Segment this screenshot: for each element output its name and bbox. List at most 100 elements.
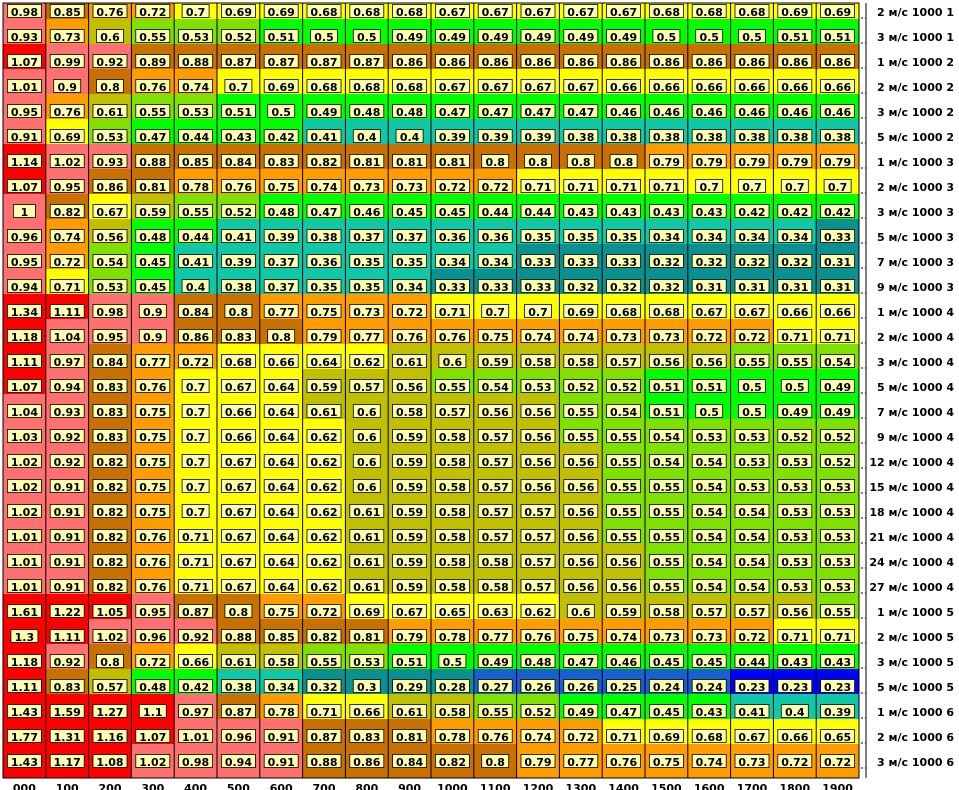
heatmap-cell-band bbox=[645, 394, 688, 403]
cell-label-box bbox=[12, 204, 36, 218]
cell-value-label: 0.61 bbox=[353, 556, 380, 569]
heatmap-cell-band bbox=[516, 269, 560, 278]
cell-value-label: 0.75 bbox=[139, 431, 166, 444]
y-tick-label: 7 м/с 1000 3 bbox=[877, 256, 954, 269]
cell-value-label: 1.77 bbox=[11, 731, 38, 744]
cell-label-box bbox=[734, 479, 770, 493]
heatmap-cell-band bbox=[45, 294, 89, 303]
cell-label-box bbox=[392, 404, 428, 418]
cell-value-label: 0.5 bbox=[742, 406, 762, 419]
cell-value-label: 0.55 bbox=[610, 531, 637, 544]
cell-value-label: 0.76 bbox=[482, 731, 509, 744]
cell-label-box bbox=[649, 754, 684, 768]
heatmap-cell-band bbox=[174, 694, 217, 703]
y-tick-label: 7 м/с 1000 4 bbox=[877, 406, 954, 419]
heatmap-cell-band bbox=[730, 669, 774, 678]
y-tick-label: 18 м/с 1000 4 bbox=[869, 506, 954, 519]
heatmap-cell-band bbox=[559, 619, 603, 628]
heatmap-cell-band bbox=[88, 119, 132, 128]
cell-label-box bbox=[178, 579, 214, 593]
cell-label-box bbox=[263, 229, 299, 243]
heatmap-cell-band bbox=[730, 44, 774, 53]
cell-label-box bbox=[777, 279, 813, 293]
y-tick-label: 2 м/с 1000 4 bbox=[877, 331, 954, 344]
heatmap-cell-band bbox=[302, 319, 346, 328]
cell-value-label: 1.17 bbox=[54, 756, 81, 769]
cell-value-label: 0.57 bbox=[696, 606, 723, 619]
heatmap-cell-band bbox=[516, 44, 560, 53]
cell-label-box bbox=[738, 404, 766, 418]
cell-label-box bbox=[7, 379, 42, 393]
cell-label-box bbox=[392, 379, 428, 393]
cell-value-label: 0.65 bbox=[824, 731, 851, 744]
cell-label-box bbox=[220, 504, 256, 518]
y-tick-label: 2 м/с 1000 3 bbox=[877, 181, 954, 194]
heatmap-cell-band bbox=[431, 194, 474, 203]
cell-label-box bbox=[92, 129, 128, 143]
heatmap-cell-band bbox=[388, 144, 431, 153]
cell-label-box bbox=[649, 529, 684, 543]
cell-value-label: 0.51 bbox=[268, 31, 295, 44]
cell-value-label: 0.87 bbox=[225, 706, 252, 719]
cell-value-label: 0.44 bbox=[738, 656, 765, 669]
cell-value-label: 0.7 bbox=[229, 81, 249, 94]
heatmap-cell-band bbox=[217, 69, 260, 78]
cell-value-label: 0.39 bbox=[439, 131, 466, 144]
cell-label-box bbox=[477, 504, 513, 518]
cell-value-label: 0.53 bbox=[96, 281, 123, 294]
cell-label-box bbox=[135, 604, 171, 618]
heatmap-cell-band bbox=[217, 719, 260, 728]
cell-value-label: 0.31 bbox=[738, 281, 765, 294]
heatmap-cell-band bbox=[45, 144, 89, 153]
cell-label-box bbox=[820, 704, 855, 718]
cell-label-box bbox=[434, 154, 470, 168]
cell-value-label: 0.79 bbox=[653, 156, 680, 169]
cell-label-box bbox=[49, 429, 85, 443]
cell-value-label: 0.84 bbox=[96, 356, 123, 369]
heatmap-cell-band bbox=[473, 119, 517, 128]
cell-label-box bbox=[520, 129, 556, 143]
heatmap-cell-band bbox=[687, 119, 731, 128]
cell-label-box bbox=[820, 404, 855, 418]
heatmap-cell-band bbox=[602, 544, 645, 553]
heatmap-cell-band bbox=[687, 494, 731, 503]
heatmap-cell-band bbox=[131, 144, 175, 153]
heatmap-cell-band bbox=[345, 719, 389, 728]
cell-value-label: 0.73 bbox=[653, 631, 680, 644]
heatmap-cell-band bbox=[816, 569, 859, 578]
cell-value-label: 0.59 bbox=[482, 356, 509, 369]
cell-value-label: 0.64 bbox=[268, 581, 295, 594]
cell-label-box bbox=[135, 454, 171, 468]
cell-value-label: 0.34 bbox=[653, 231, 680, 244]
heatmap-cell-band bbox=[516, 294, 560, 303]
cell-value-label: 0.31 bbox=[824, 256, 851, 269]
heatmap-cell-band bbox=[687, 369, 731, 378]
y-axis: 2 м/с 1000 13 м/с 1000 11 м/с 1000 22 м/… bbox=[861, 3, 954, 778]
cell-value-label: 0.61 bbox=[353, 506, 380, 519]
cell-value-label: 0.86 bbox=[396, 56, 423, 69]
cell-label-box bbox=[820, 279, 855, 293]
cell-value-label: 1.07 bbox=[11, 56, 38, 69]
cell-value-label: 0.62 bbox=[310, 531, 337, 544]
cell-label-box bbox=[220, 154, 256, 168]
heatmap-cell-band bbox=[602, 269, 645, 278]
cell-value-label: 0.76 bbox=[139, 81, 166, 94]
heatmap-cell-band bbox=[516, 369, 560, 378]
heatmap-cell-band bbox=[45, 94, 89, 103]
heatmap-cell-band bbox=[302, 494, 346, 503]
cell-value-label: 0.61 bbox=[96, 106, 123, 119]
cell-value-label: 0.58 bbox=[439, 581, 466, 594]
cell-value-label: 0.55 bbox=[310, 656, 337, 669]
cell-value-label: 0.53 bbox=[353, 656, 380, 669]
cell-label-box bbox=[563, 354, 599, 368]
heatmap-cell-band bbox=[645, 44, 688, 53]
cell-label-box bbox=[10, 629, 39, 643]
cell-label-box bbox=[563, 329, 599, 343]
cell-label-box bbox=[691, 54, 727, 68]
cell-label-box bbox=[7, 429, 42, 443]
cell-label-box bbox=[263, 504, 299, 518]
cell-value-label: 0.79 bbox=[696, 156, 723, 169]
cell-value-label: 0.67 bbox=[696, 306, 723, 319]
cell-value-label: 0.58 bbox=[567, 356, 594, 369]
cell-value-label: 0.59 bbox=[396, 481, 423, 494]
